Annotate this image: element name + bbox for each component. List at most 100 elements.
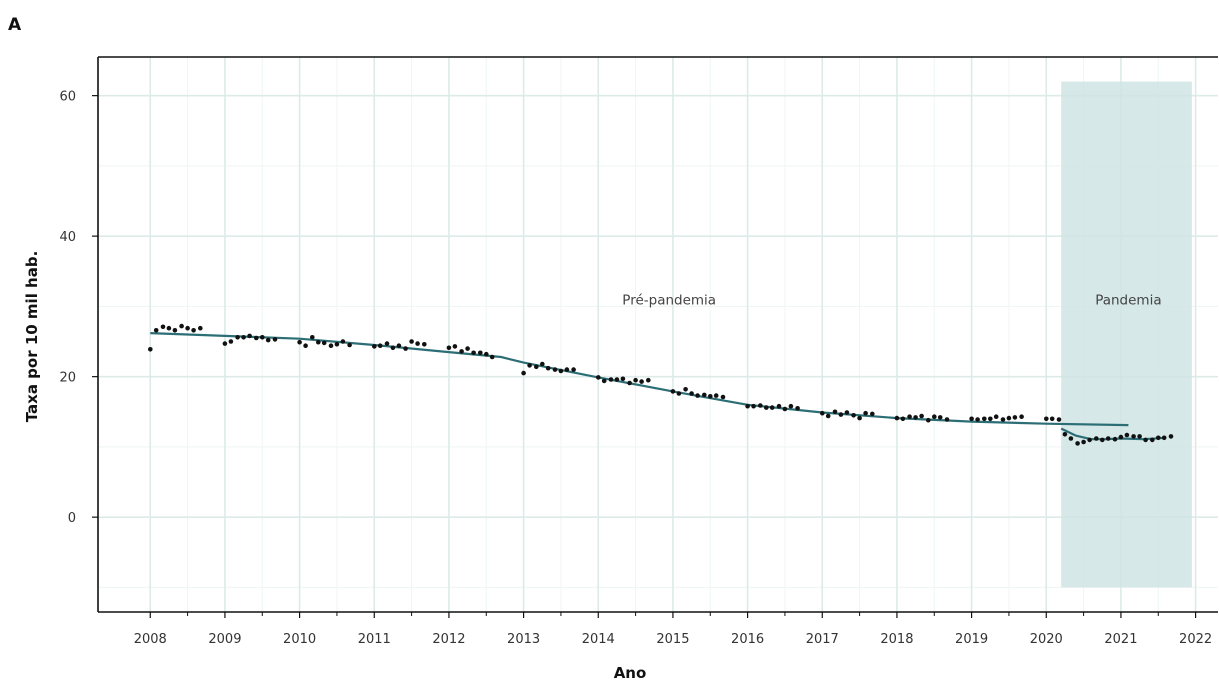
y-tick-label: 60 [59, 90, 76, 105]
data-point [1112, 436, 1118, 442]
data-point [1094, 436, 1099, 441]
data-point [708, 394, 713, 399]
data-point [844, 410, 850, 415]
data-point [745, 403, 750, 409]
data-point [409, 339, 414, 344]
y-axis-title: Taxa por 10 mil hab. [23, 251, 41, 423]
data-point [670, 389, 676, 394]
data-point [1168, 434, 1174, 439]
data-point [340, 339, 346, 344]
data-point [478, 350, 483, 356]
data-point [564, 367, 570, 372]
data-point [1044, 416, 1049, 422]
axes [97, 56, 1218, 613]
data-point [265, 337, 271, 343]
x-tick-label: 2008 [134, 632, 167, 647]
annotation-pandemia: Pandemia [1095, 292, 1161, 308]
data-point [993, 414, 999, 420]
data-point [601, 378, 607, 384]
x-tick-label: 2016 [731, 632, 764, 647]
data-point [422, 342, 427, 347]
x-tick-label: 2015 [656, 632, 689, 647]
data-point [377, 343, 383, 349]
data-point [1150, 437, 1155, 443]
data-point [160, 324, 166, 330]
pandemic-shaded-region [1061, 81, 1192, 588]
data-point [1105, 436, 1111, 441]
data-point [260, 335, 265, 340]
data-point [334, 342, 340, 347]
trend-line-1 [150, 332, 1129, 427]
x-tick-label: 2018 [880, 632, 913, 647]
data-point [1131, 434, 1136, 439]
data-point [241, 335, 246, 340]
data-points [148, 323, 1174, 446]
data-point [489, 354, 495, 360]
data-point [166, 325, 172, 331]
data-point [863, 410, 868, 416]
data-point [1161, 435, 1167, 441]
data-point [1000, 417, 1006, 422]
data-point [172, 328, 178, 333]
data-point [1100, 437, 1105, 443]
data-point [540, 361, 545, 367]
data-point [558, 368, 564, 374]
data-point [471, 350, 476, 356]
data-point [1137, 434, 1142, 439]
data-point [396, 343, 402, 349]
trend-lines [150, 332, 1166, 441]
data-point [795, 406, 800, 411]
data-point [857, 415, 862, 421]
data-point [459, 349, 464, 354]
data-point [303, 343, 308, 349]
data-point [788, 403, 794, 409]
data-point [639, 379, 644, 384]
data-point [1012, 415, 1018, 420]
data-point [1156, 435, 1161, 441]
data-point [820, 410, 825, 416]
data-point [782, 406, 788, 412]
data-point [776, 403, 782, 409]
data-point [1049, 416, 1055, 422]
data-point [975, 417, 980, 422]
data-point [851, 413, 856, 418]
data-point [907, 414, 912, 420]
data-point [1081, 439, 1086, 445]
data-point [153, 328, 159, 333]
data-point [608, 377, 614, 382]
data-point [403, 346, 408, 351]
data-point [620, 376, 626, 382]
x-tick-label: 2009 [208, 632, 241, 647]
data-point [390, 345, 396, 351]
data-point [695, 393, 700, 398]
data-point [484, 351, 489, 357]
x-tick-label: 2010 [283, 632, 316, 647]
data-point [1019, 414, 1024, 420]
x-tick-label: 2011 [358, 632, 391, 647]
data-point [1056, 417, 1062, 422]
data-point [596, 375, 601, 380]
data-point [1087, 437, 1092, 443]
data-point [247, 333, 252, 339]
x-tick-label: 2022 [1179, 632, 1212, 647]
trend-line-2 [1060, 427, 1166, 441]
x-axis-ticks: 2008 2009 2010 2011 2012 2013 2014 2015 2016 2017… [134, 612, 1212, 647]
data-point [222, 341, 228, 346]
data-point [633, 377, 638, 383]
data-point [919, 413, 924, 419]
y-tick-label: 40 [59, 230, 76, 245]
data-point [191, 328, 196, 333]
data-point [148, 347, 153, 352]
data-point [1068, 436, 1074, 441]
data-point [913, 415, 918, 420]
data-point [253, 335, 259, 341]
data-point [272, 337, 278, 342]
data-point [614, 377, 620, 382]
data-point [702, 392, 707, 398]
data-point [870, 411, 875, 417]
data-point [452, 344, 458, 349]
data-point [321, 340, 327, 346]
y-tick-label: 20 [59, 371, 76, 386]
data-point [720, 394, 726, 400]
